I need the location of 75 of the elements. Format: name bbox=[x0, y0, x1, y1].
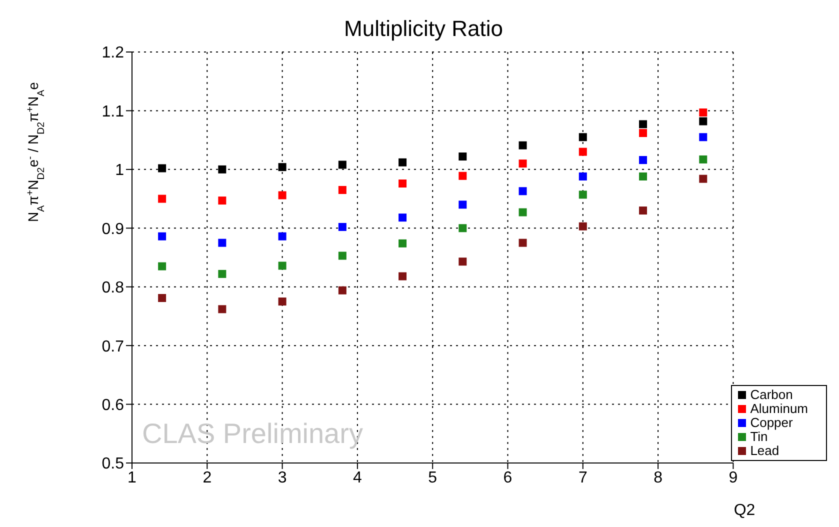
point bbox=[518, 238, 527, 247]
chart-title: Multiplicity Ratio bbox=[343, 16, 504, 42]
point bbox=[458, 200, 467, 209]
point bbox=[639, 120, 648, 128]
point bbox=[218, 270, 226, 278]
x-tick-label: 1 bbox=[128, 469, 137, 486]
point bbox=[699, 174, 708, 183]
point bbox=[578, 222, 587, 230]
x-tick-label: 3 bbox=[278, 469, 287, 486]
point bbox=[398, 214, 407, 222]
point bbox=[338, 222, 346, 231]
legend-label: Carbon bbox=[750, 387, 793, 402]
point bbox=[278, 298, 286, 306]
point bbox=[218, 165, 226, 174]
point bbox=[639, 129, 648, 138]
point bbox=[158, 294, 166, 302]
y-tick-label: 1 bbox=[115, 162, 124, 180]
x-tick-label: 7 bbox=[578, 469, 588, 486]
x-axis-title: Q2 bbox=[734, 502, 756, 519]
point bbox=[458, 172, 467, 180]
x-tick-label: 5 bbox=[428, 469, 438, 486]
point bbox=[639, 172, 648, 180]
point bbox=[578, 190, 587, 199]
point bbox=[338, 186, 346, 194]
y-tick-label: 0.7 bbox=[102, 338, 124, 356]
point bbox=[699, 117, 708, 126]
point bbox=[639, 206, 648, 215]
point bbox=[158, 164, 166, 172]
y-tick-label: 0.8 bbox=[102, 280, 124, 297]
point bbox=[398, 239, 407, 248]
point bbox=[218, 305, 226, 314]
y-tick-label: 1.2 bbox=[102, 44, 124, 62]
point bbox=[278, 262, 286, 270]
point bbox=[338, 160, 346, 169]
y-tick-label: 0.5 bbox=[102, 456, 124, 473]
annotation: CLAS Preliminary bbox=[142, 418, 363, 450]
point bbox=[338, 286, 346, 294]
point bbox=[158, 232, 166, 240]
point bbox=[278, 163, 286, 172]
x-tick-label: 2 bbox=[202, 469, 212, 486]
point bbox=[458, 152, 467, 161]
legend-label: Aluminum bbox=[750, 401, 808, 416]
y-tick-label: 0.6 bbox=[102, 396, 124, 414]
point bbox=[338, 252, 346, 260]
point bbox=[398, 158, 407, 166]
y-tick-label: 0.9 bbox=[102, 220, 124, 238]
point bbox=[578, 148, 587, 156]
point bbox=[218, 238, 226, 247]
legend-label: Lead bbox=[750, 443, 780, 458]
point bbox=[518, 187, 527, 196]
point bbox=[458, 258, 467, 266]
point bbox=[639, 156, 648, 164]
x-tick-label: 9 bbox=[728, 469, 738, 486]
point bbox=[158, 262, 166, 270]
point bbox=[699, 155, 708, 164]
point bbox=[578, 133, 587, 142]
x-tick-label: 4 bbox=[353, 469, 362, 486]
point bbox=[218, 196, 226, 205]
point bbox=[278, 232, 286, 240]
point bbox=[158, 194, 166, 203]
point bbox=[699, 133, 708, 142]
point bbox=[398, 180, 407, 188]
point bbox=[458, 224, 467, 232]
x-tick-label: 8 bbox=[654, 469, 663, 486]
y-tick-label: 1.1 bbox=[102, 103, 124, 120]
legend-label: Copper bbox=[750, 415, 793, 430]
point bbox=[278, 191, 286, 200]
point bbox=[699, 108, 708, 116]
x-tick-label: 6 bbox=[503, 469, 512, 486]
point bbox=[398, 272, 407, 280]
point bbox=[518, 208, 527, 216]
point bbox=[518, 141, 527, 150]
legend-label: Tin bbox=[750, 429, 768, 444]
point bbox=[578, 172, 587, 180]
point bbox=[518, 160, 527, 168]
